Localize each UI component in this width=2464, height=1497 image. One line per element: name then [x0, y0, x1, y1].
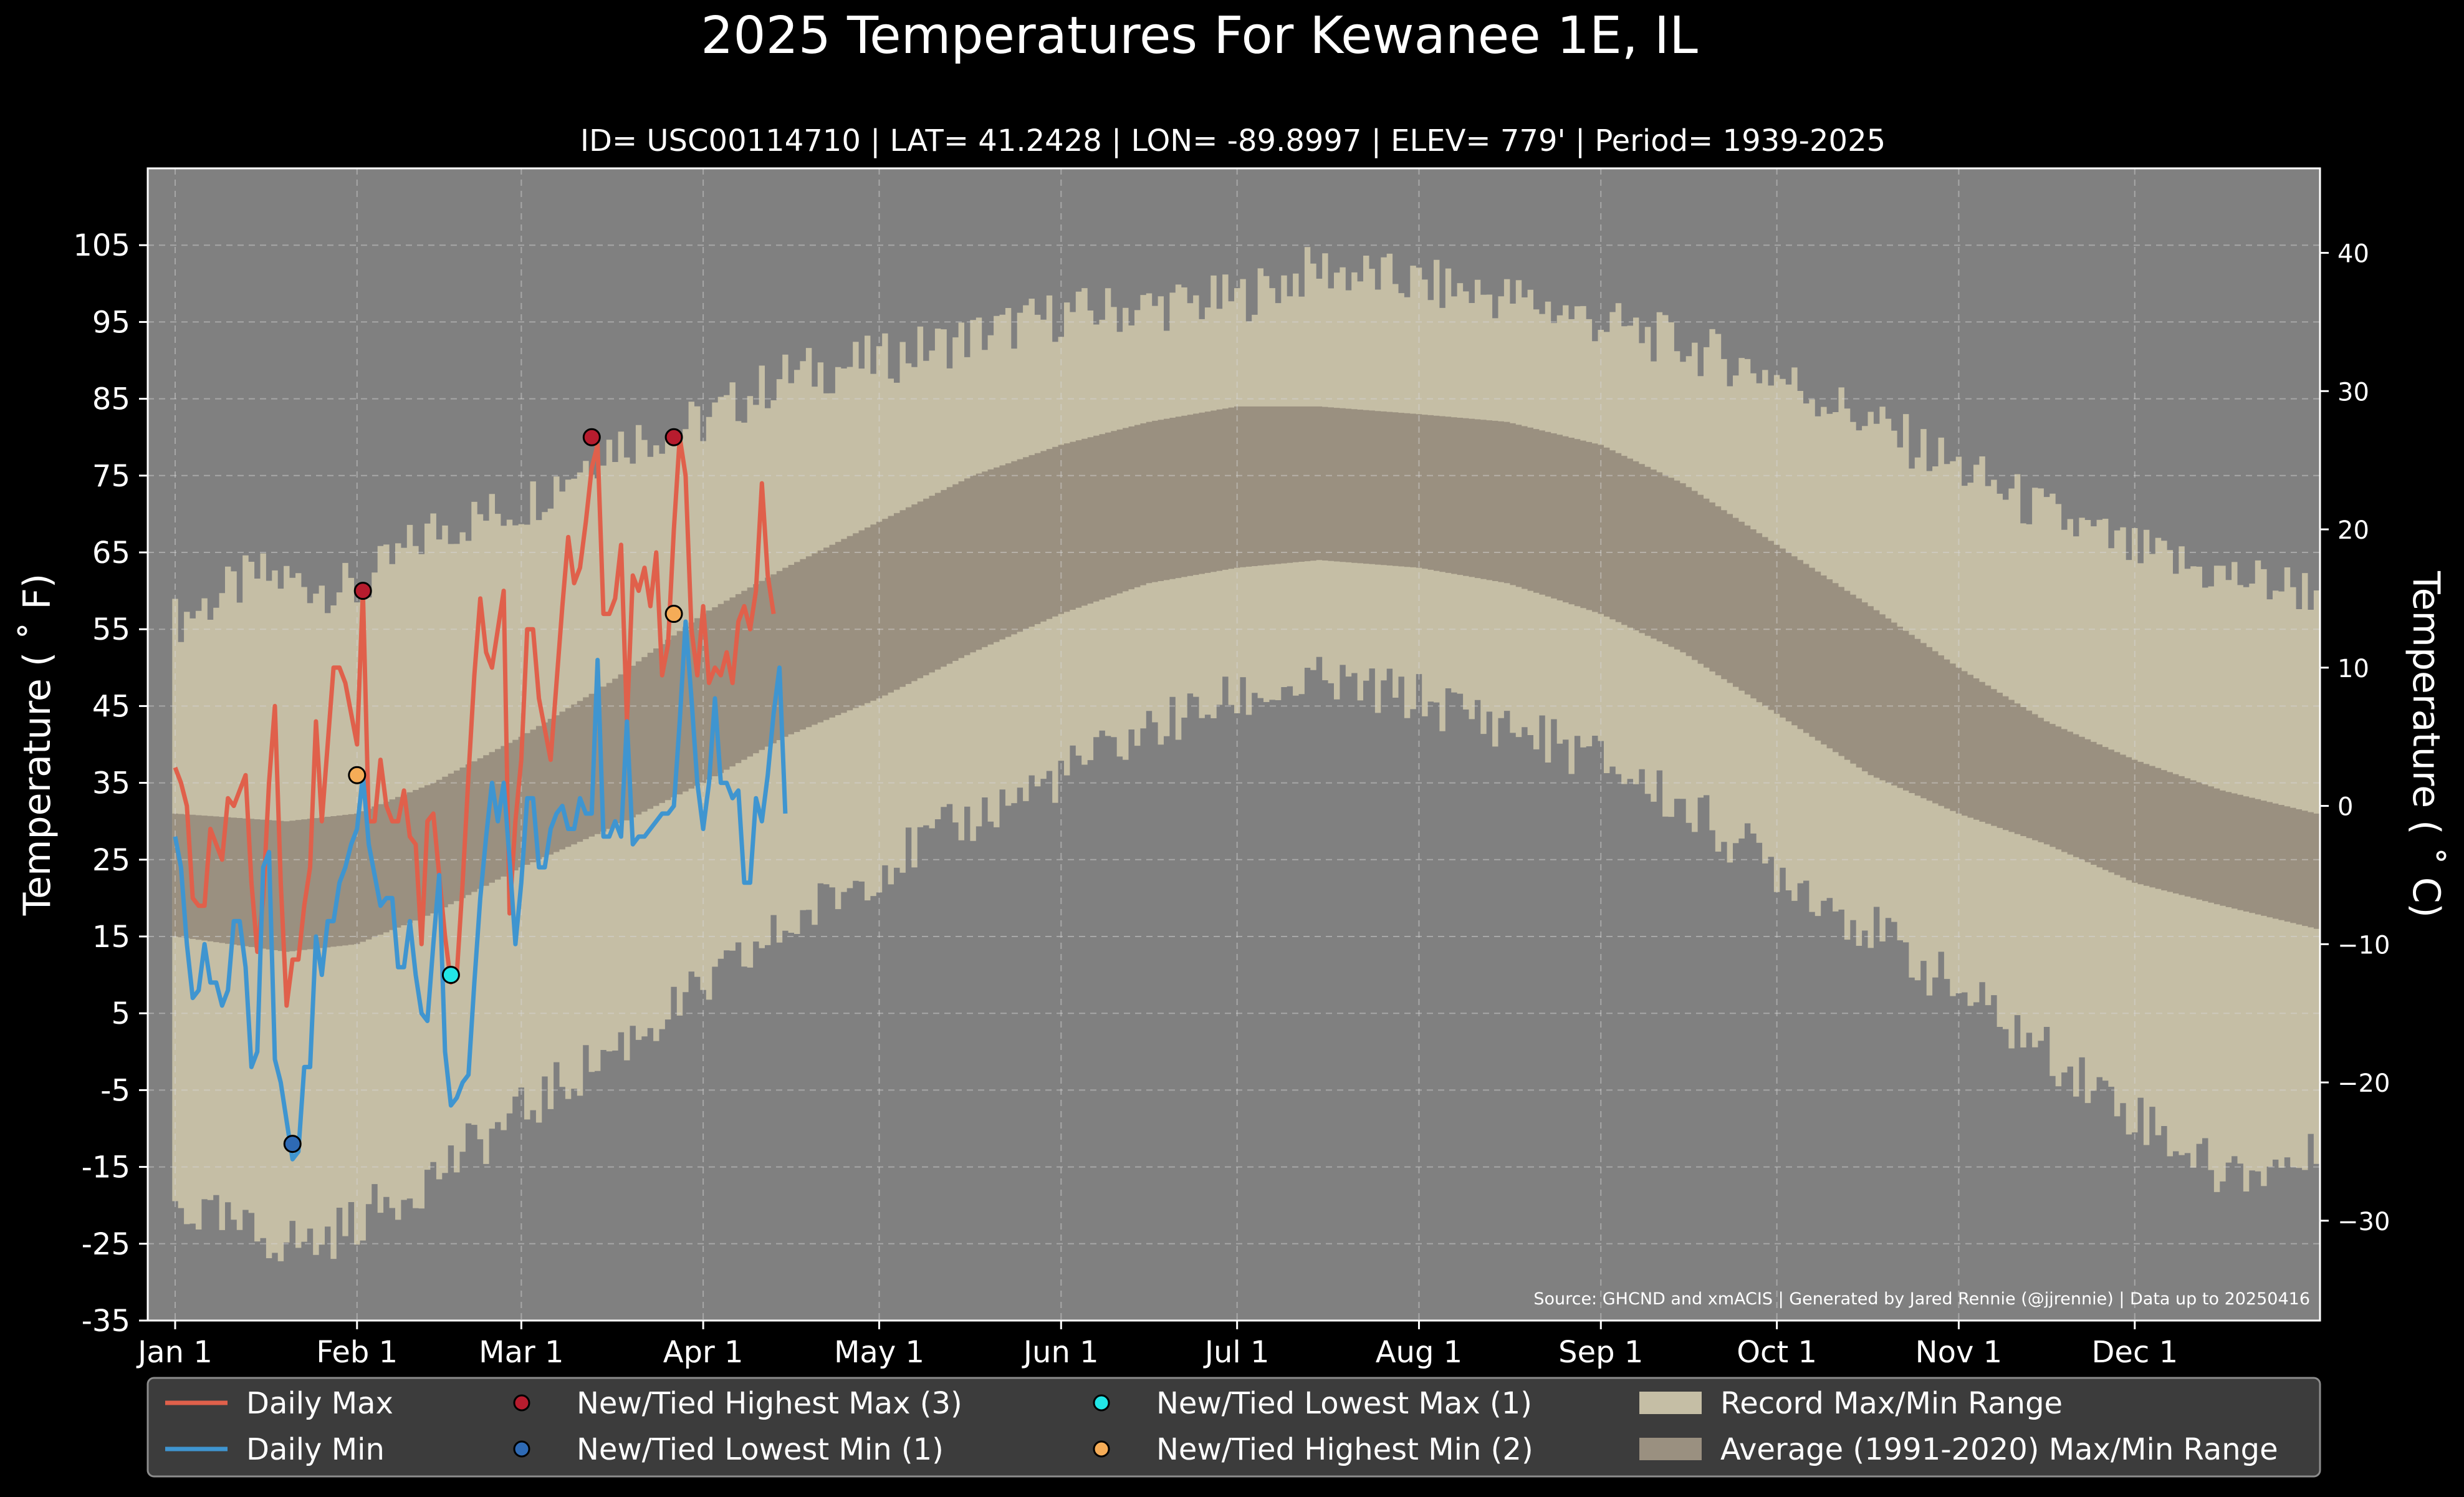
legend-label: Record Max/Min Range [1720, 1386, 2063, 1421]
chart-subtitle: ID= USC00114710 | LAT= 41.2428 | LON= -8… [580, 123, 1886, 158]
chart-title: 2025 Temperatures For Kewanee 1E, IL [701, 6, 1698, 65]
record-range-band [172, 247, 2320, 1261]
y-tick-label-right: −20 [2337, 1069, 2390, 1098]
legend-label: New/Tied Lowest Min (1) [577, 1432, 944, 1467]
y-tick-label-left: -15 [82, 1150, 130, 1185]
y-tick-label-left: 85 [92, 382, 130, 417]
x-tick-label: Jun 1 [1022, 1335, 1099, 1370]
x-tick-label: Oct 1 [1737, 1335, 1817, 1370]
legend-swatch-dot [1093, 1394, 1110, 1412]
x-tick-label: Dec 1 [2091, 1335, 2178, 1370]
x-tick-label: Jul 1 [1203, 1335, 1270, 1370]
record-marker [664, 428, 683, 446]
daily-min-line [173, 619, 788, 1162]
x-tick-label: Mar 1 [479, 1335, 563, 1370]
legend: Daily Max Daily Min New/Tied Highest Max (… [146, 1377, 2321, 1478]
legend-label: Daily Min [246, 1432, 385, 1467]
record-marker [353, 582, 372, 600]
y-tick-label-right: −10 [2337, 931, 2390, 960]
y-tick-label-left: 25 [92, 843, 130, 878]
plot-area: Source: GHCND and xmACIS | Generated by … [146, 167, 2321, 1322]
x-tick-label: Apr 1 [663, 1335, 744, 1370]
record-markers [283, 428, 683, 1153]
daily-max-line [173, 435, 776, 1008]
y-tick-label-right: 0 [2337, 793, 2353, 822]
y-tick-label-left: 15 [92, 920, 130, 955]
y-tick-label-right: 10 [2337, 655, 2369, 683]
x-tick-label: Sep 1 [1558, 1335, 1643, 1370]
legend-swatch-patch [1639, 1438, 1702, 1460]
legend-label: New/Tied Lowest Max (1) [1156, 1386, 1532, 1421]
y-tick-label-right: −30 [2337, 1208, 2390, 1236]
y-axis-left-label: Temperature ( ˚ F) [16, 574, 59, 917]
y-tick-label-left: -5 [100, 1073, 130, 1108]
x-axis: Jan 1 Feb 1 Mar 1 Apr 1 May 1 Jun 1 Jul 1 Aug 1… [136, 1321, 2178, 1370]
y-tick-label-right: 40 [2337, 240, 2369, 269]
y-tick-label-left: 105 [73, 228, 130, 263]
source-note: Source: GHCND and xmACIS | Generated by … [1533, 1289, 2310, 1309]
y-axis-right-label: Temperature ( ˚ C) [2404, 570, 2448, 918]
record-marker [283, 1135, 302, 1153]
legend-swatch-patch [1639, 1392, 1702, 1414]
y-tick-label-left: 95 [92, 305, 130, 340]
y-gridlines [148, 244, 2320, 1321]
record-marker [348, 766, 367, 784]
y-tick-label-left: 45 [92, 689, 130, 724]
y-tick-label-left: 55 [92, 612, 130, 647]
y-axis-right: 40 30 20 10 0 −10 −20 −30 [2320, 240, 2390, 1236]
legend-label: Average (1991-2020) Max/Min Range [1720, 1432, 2278, 1467]
x-tick-label: Jan 1 [136, 1335, 213, 1370]
y-tick-label-left: -35 [82, 1304, 130, 1339]
record-marker [441, 966, 460, 984]
y-tick-label-right: 20 [2337, 516, 2369, 545]
y-tick-label-left: -25 [82, 1227, 130, 1262]
x-tick-label: Feb 1 [316, 1335, 398, 1370]
y-tick-label-left: 5 [111, 996, 130, 1031]
record-marker [664, 605, 683, 623]
plot-frame [146, 167, 2321, 1322]
y-tick-label-left: 75 [92, 459, 130, 494]
y-tick-label-left: 35 [92, 766, 130, 801]
legend-swatch-dot [1093, 1440, 1110, 1458]
legend-box [146, 1377, 2321, 1478]
x-tick-label: May 1 [834, 1335, 924, 1370]
legend-label: New/Tied Highest Max (3) [577, 1386, 962, 1421]
y-tick-label-left: 65 [92, 536, 130, 570]
x-tick-label: Nov 1 [1915, 1335, 2002, 1370]
record-marker [582, 428, 601, 446]
legend-label: Daily Max [246, 1386, 393, 1421]
y-tick-label-right: 30 [2337, 378, 2369, 407]
legend-label: New/Tied Highest Min (2) [1156, 1432, 1533, 1467]
legend-swatch-dot [513, 1394, 530, 1412]
y-axis-left: 105 95 85 75 65 55 45 35 25 15 5 -5 -15 -25 -35 [73, 228, 148, 1339]
x-tick-label: Aug 1 [1376, 1335, 1463, 1370]
legend-swatch-dot [513, 1440, 530, 1458]
